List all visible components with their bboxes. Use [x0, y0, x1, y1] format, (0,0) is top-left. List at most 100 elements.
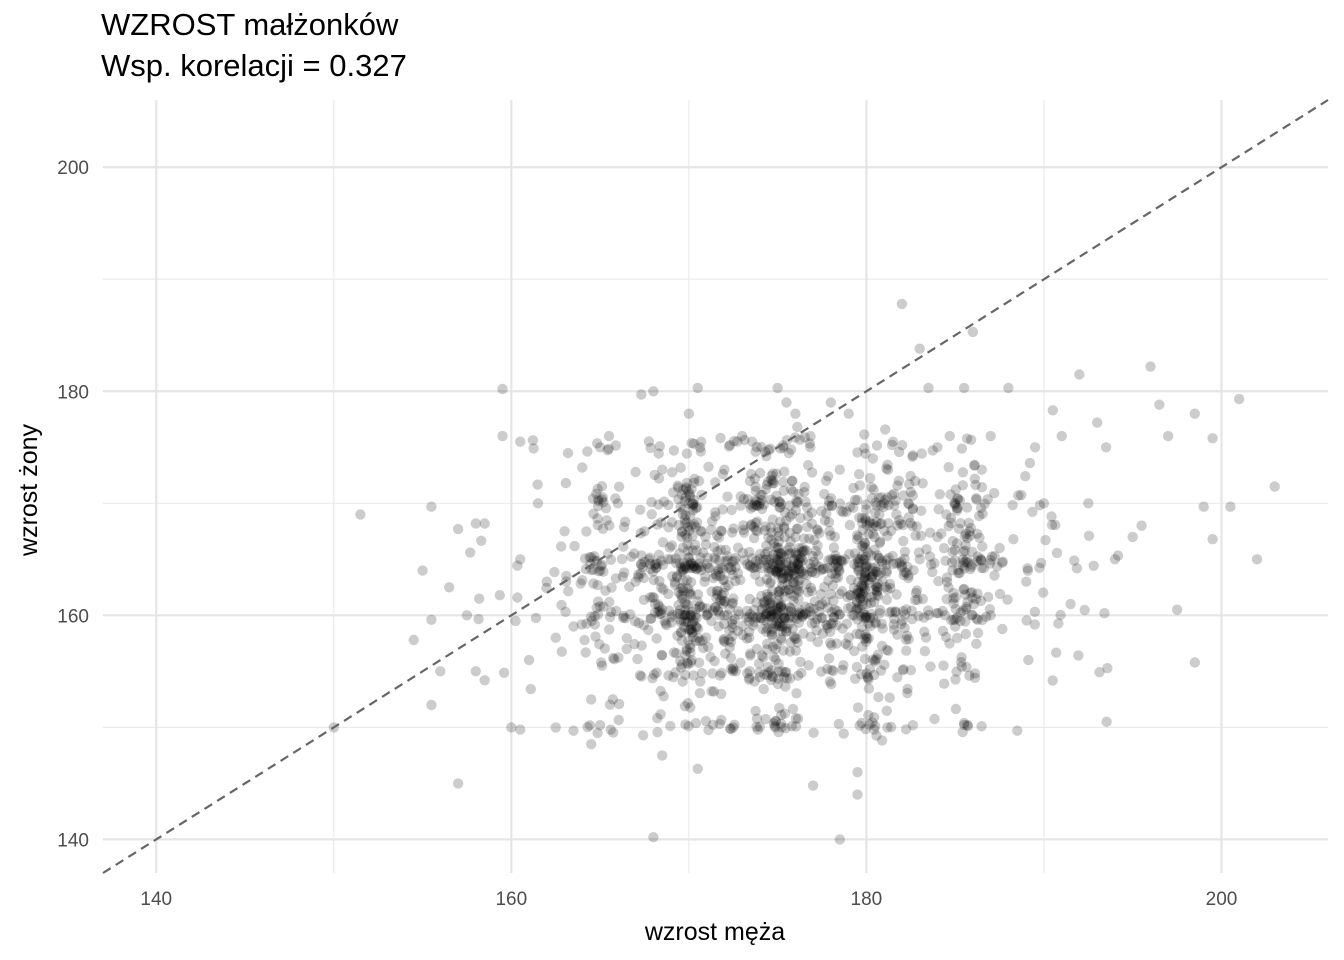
scatter-point — [823, 495, 835, 507]
scatter-point — [941, 509, 952, 520]
scatter-point — [645, 442, 656, 454]
scatter-point — [1198, 501, 1209, 512]
y-axis-title: wzrost żony — [15, 424, 43, 557]
scatter-point — [864, 621, 876, 632]
scatter-point — [655, 685, 666, 697]
scatter-point — [648, 574, 659, 586]
scatter-point — [706, 615, 717, 627]
scatter-point — [899, 553, 910, 564]
scatter-point — [771, 565, 782, 577]
scatter-point — [597, 523, 609, 534]
scatter-point — [773, 618, 785, 630]
scatter-point — [719, 636, 730, 647]
scatter-point — [762, 588, 773, 600]
scatter-point — [870, 580, 881, 592]
scatter-point — [929, 558, 940, 569]
scatter-point — [816, 666, 827, 677]
scatter-point — [692, 589, 704, 600]
scatter-point — [950, 703, 962, 715]
scatter-point — [958, 546, 969, 557]
scatter-point — [929, 713, 940, 725]
scatter-point — [870, 654, 881, 666]
scatter-point — [635, 559, 647, 570]
scatter-point — [985, 554, 996, 566]
scatter-point — [563, 586, 574, 597]
scatter-point — [586, 739, 597, 750]
scatter-point — [687, 606, 698, 617]
scatter-point — [954, 495, 966, 506]
scatter-point — [706, 586, 717, 597]
scatter-point — [890, 606, 901, 617]
scatter-point — [985, 610, 996, 621]
scatter-point — [976, 482, 988, 493]
scatter-point — [716, 688, 727, 700]
scatter-point — [804, 602, 815, 614]
scatter-point — [678, 575, 689, 586]
scatter-point — [527, 435, 539, 446]
scatter-point — [756, 562, 767, 574]
scatter-point — [778, 611, 789, 622]
scatter-point — [858, 612, 870, 623]
scatter-point — [672, 630, 683, 641]
scatter-point — [767, 585, 778, 597]
scatter-point — [936, 528, 947, 539]
scatter-point — [858, 582, 869, 593]
scatter-point — [953, 567, 964, 579]
scatter-point — [751, 713, 763, 724]
scatter-point — [745, 609, 756, 620]
scatter-point — [591, 602, 602, 613]
scatter-point — [839, 554, 850, 565]
scatter-point — [756, 503, 768, 515]
scatter-point — [806, 618, 817, 629]
scatter-point — [680, 719, 691, 730]
scatter-point — [702, 608, 714, 619]
scatter-point — [950, 499, 961, 511]
scatter-point — [837, 623, 848, 634]
scatter-point — [994, 588, 1006, 600]
scatter-point — [861, 668, 872, 679]
scatter-point — [560, 606, 571, 617]
scatter-point — [793, 563, 805, 574]
scatter-point — [636, 671, 647, 682]
scatter-point — [870, 566, 881, 577]
scatter-point — [594, 720, 606, 731]
scatter-point — [1012, 725, 1023, 736]
scatter-point — [959, 583, 970, 595]
scatter-point — [779, 612, 790, 623]
scatter-point — [799, 533, 810, 544]
scatter-point — [804, 606, 815, 617]
identity-reference-line — [102, 99, 1329, 874]
scatter-point — [727, 597, 739, 608]
scatter-point — [836, 505, 847, 517]
scatter-point — [903, 572, 914, 584]
scatter-point — [751, 441, 762, 453]
scatter-point — [971, 555, 983, 567]
scatter-point — [851, 628, 862, 640]
scatter-point — [638, 572, 649, 584]
scatter-point — [569, 540, 580, 552]
scatter-point — [907, 504, 918, 515]
scatter-point — [842, 603, 854, 614]
scatter-point — [965, 563, 976, 575]
scatter-point — [854, 629, 866, 640]
scatter-point — [795, 552, 806, 564]
scatter-point — [827, 580, 838, 591]
scatter-point — [953, 564, 964, 576]
scatter-point — [779, 708, 790, 719]
scatter-point — [806, 563, 817, 574]
scatter-point — [822, 620, 833, 631]
scatter-point — [970, 479, 981, 491]
scatter-point — [774, 502, 785, 513]
scatter-point — [922, 605, 934, 616]
scatter-point — [790, 721, 802, 732]
scatter-point — [886, 525, 897, 536]
scatter-point — [581, 526, 592, 537]
scatter-point — [927, 445, 938, 456]
scatter-point — [767, 475, 778, 486]
scatter-point — [474, 593, 485, 604]
scatter-point — [825, 637, 836, 649]
scatter-point — [863, 529, 874, 540]
scatter-point — [749, 676, 760, 687]
scatter-point — [871, 730, 882, 741]
scatter-point — [910, 594, 921, 606]
